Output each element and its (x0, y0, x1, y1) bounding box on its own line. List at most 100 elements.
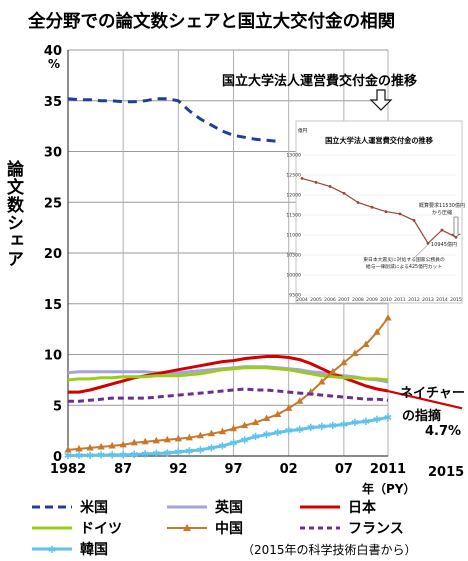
point-korea: ✱ (240, 435, 248, 446)
x-tick-label: 2011 (370, 462, 406, 477)
inset-y-tick: 11000 (286, 233, 301, 239)
point-korea: ✱ (64, 451, 72, 462)
series-line-france (68, 387, 389, 403)
point-korea: ✱ (196, 445, 204, 456)
x-tick-label: 97 (224, 462, 242, 477)
inset-point (300, 177, 304, 180)
point-korea: ✱ (318, 422, 326, 433)
series-line-korea (67, 415, 389, 457)
x-tick-label: 02 (280, 462, 298, 477)
legend-swatch-france (300, 526, 340, 530)
legend-item-france: フランス (298, 518, 404, 538)
inset-leader-line (413, 244, 429, 259)
source-note: （2015年の科学技術白書から） (242, 543, 417, 557)
point-korea: ✱ (284, 426, 292, 437)
inset-panel (295, 120, 463, 304)
point-china (64, 445, 72, 453)
inset-annotation-value: 10945億円 (431, 241, 457, 248)
point-korea: ✱ (384, 413, 392, 424)
point-korea: ✱ (296, 425, 304, 436)
x-unit-label: 年（PY） (362, 482, 416, 496)
inset-x-tick: 2011 (394, 297, 406, 303)
inset-point (398, 212, 402, 216)
legend-swatch-uk (167, 505, 207, 509)
series-line-germany (67, 366, 389, 382)
point-china (185, 433, 193, 441)
svg-text:✱: ✱ (48, 545, 56, 554)
point-china (318, 377, 326, 385)
point-korea: ✱ (152, 449, 160, 460)
legend-item-us: 米国 (30, 497, 108, 517)
inset-x-tick: 2006 (324, 297, 336, 303)
series-line-us (67, 97, 278, 143)
point-china (351, 349, 359, 357)
y-tick-label: 10 (44, 349, 62, 364)
inset-annotation-request: 概算要求11530億円 (419, 202, 465, 209)
inset-point (314, 180, 318, 184)
point-china (240, 421, 249, 429)
y-tick-label: 40 (44, 44, 62, 59)
japan-projection-line (387, 389, 463, 410)
chart-title: 全分野での論文数シェアと国立大交付金の相関 (28, 12, 396, 32)
down-arrow-icon (369, 89, 393, 111)
point-china (97, 442, 105, 450)
legend-label-korea: 韓国 (80, 542, 108, 558)
inset-x-tick: 2004 (296, 297, 308, 303)
legend-label-uk: 英国 (215, 500, 243, 516)
point-china (119, 440, 127, 448)
inset-point (440, 228, 444, 232)
legend-label-japan: 日本 (348, 500, 376, 516)
y-tick-label: 20 (44, 247, 62, 262)
point-china (340, 358, 348, 366)
point-china (207, 429, 216, 437)
point-china (163, 435, 171, 443)
legend-swatch-korea: ✱ (32, 545, 72, 554)
legend-item-china: 中国 (165, 518, 243, 538)
legend-item-germany: ドイツ (30, 518, 122, 538)
point-china (373, 328, 381, 335)
inset-y-tick: 10000 (286, 273, 301, 279)
legend-label-germany: ドイツ (80, 521, 122, 537)
point-china (329, 367, 337, 375)
legend-label-us: 米国 (80, 500, 108, 516)
x-tick-2015: 2015 (428, 465, 465, 480)
y-tick-label: 0 (53, 450, 62, 465)
inset-y-unit: 億円 (298, 127, 308, 134)
inset-x-tick: 2015 (450, 297, 462, 303)
point-korea: ✱ (218, 441, 226, 452)
inset-point (412, 218, 416, 222)
point-korea: ✱ (340, 420, 348, 431)
legend-item-korea: ✱ 韓国 (30, 539, 108, 559)
inset-x-tick: 2010 (380, 297, 392, 303)
inset-point (342, 191, 346, 195)
point-china (152, 436, 160, 444)
point-china (86, 443, 94, 451)
legend-label-china: 中国 (215, 521, 243, 537)
inset-x-tick: 2014 (436, 297, 448, 303)
legend-swatch-us (32, 505, 72, 509)
annotation-nature-line2: の指摘 (402, 409, 442, 424)
inset-y-tick: 13000 (286, 153, 301, 159)
inset-annotation-cut-1: 東日本大震災に対処する国家公務員の (363, 256, 445, 263)
inset-point (328, 185, 332, 188)
point-china (362, 340, 370, 347)
point-china (263, 414, 271, 422)
inset-y-tick: 10500 (286, 253, 301, 259)
inset-point (426, 241, 430, 245)
x-tick-label: 1982 (50, 462, 86, 477)
inset-point (370, 205, 374, 209)
point-korea: ✱ (108, 450, 116, 461)
point-china (75, 444, 83, 452)
point-china (174, 434, 182, 442)
point-korea: ✱ (329, 421, 337, 432)
point-china (130, 438, 138, 446)
point-china (141, 437, 149, 445)
x-tick-label: 87 (114, 462, 132, 477)
point-korea: ✱ (307, 423, 315, 434)
point-korea: ✱ (262, 430, 270, 441)
x-tick-label: 07 (335, 462, 353, 477)
point-korea: ✱ (119, 450, 127, 461)
point-korea: ✱ (86, 451, 94, 462)
inset-y-tick: 11500 (286, 213, 301, 219)
